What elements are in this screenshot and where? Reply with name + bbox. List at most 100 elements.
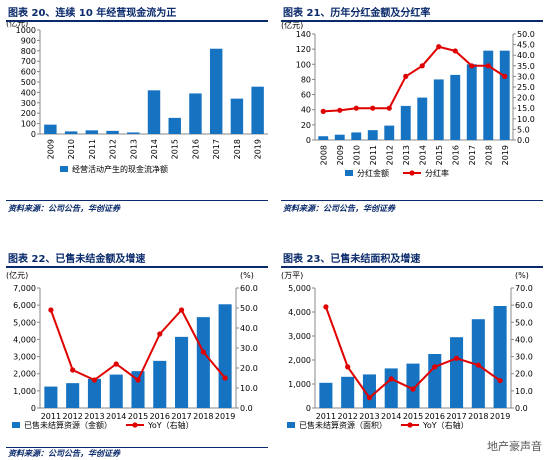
chart-panel-21: 图表 21、历年分红金额及分红率 (亿元) 0 20 40 60 80 100 120 140 0… bbox=[275, 0, 550, 230]
bar bbox=[384, 125, 395, 140]
y2-tick-label: 40.0 bbox=[517, 51, 535, 60]
bar bbox=[466, 64, 477, 140]
x-tick-label: 2018 bbox=[468, 412, 488, 421]
bar bbox=[109, 374, 123, 408]
y-tick-label: 20 bbox=[301, 121, 311, 130]
x-tick-label: 2015 bbox=[403, 412, 423, 421]
y2-tick-label: 10.0 bbox=[515, 387, 533, 396]
line-point bbox=[70, 367, 76, 373]
x-tick-label: 2012 bbox=[62, 412, 82, 421]
y2-tick-label: 20.0 bbox=[515, 370, 533, 379]
x-tick-label: 2015 bbox=[435, 145, 444, 165]
y2-tick-label: 0.0 bbox=[515, 404, 528, 413]
bar bbox=[493, 306, 507, 408]
line-point bbox=[403, 73, 409, 79]
y-axis-unit-left: (亿元) bbox=[6, 22, 28, 28]
bar bbox=[168, 117, 181, 134]
x-tick-label: 2012 bbox=[109, 139, 118, 159]
y2-tick-label: 40.0 bbox=[240, 324, 258, 333]
x-tick-label: 2013 bbox=[402, 145, 411, 165]
bar bbox=[319, 382, 333, 408]
bar bbox=[106, 130, 119, 134]
y-tick-label: 300 bbox=[21, 99, 36, 108]
bar bbox=[131, 371, 145, 408]
bar bbox=[362, 374, 376, 408]
bar bbox=[450, 337, 464, 408]
bar bbox=[230, 98, 244, 134]
y2-tick-label: 70.0 bbox=[515, 284, 533, 293]
bar bbox=[450, 74, 461, 140]
chart-panel-22: 图表 22、已售未结金额及增速 (亿元) (%) 0 1,000 2,000 3,000 4… bbox=[0, 230, 275, 460]
bar bbox=[483, 50, 494, 140]
y2-tick-label: 30.0 bbox=[240, 344, 258, 353]
bar bbox=[318, 136, 329, 140]
bar bbox=[44, 124, 57, 134]
line-point bbox=[366, 395, 373, 401]
y2-tick-label: 30.0 bbox=[517, 72, 535, 81]
x-tick-label: 2019 bbox=[215, 412, 235, 421]
y-tick-label: 80 bbox=[301, 75, 311, 84]
x-tick-label: 2013 bbox=[84, 412, 104, 421]
line-point bbox=[475, 362, 481, 368]
y2-tick-label: 20.0 bbox=[517, 94, 535, 103]
source-note: 资料来源：公司公告，华创证券 bbox=[8, 204, 120, 213]
y2-tick-label: 40.0 bbox=[515, 335, 533, 344]
title-rule bbox=[281, 266, 543, 268]
x-tick-label: 2019 bbox=[501, 145, 510, 165]
x-tick-label: 2019 bbox=[490, 412, 510, 421]
x-tick-label: 2010 bbox=[352, 145, 361, 165]
y-tick-label: 0 bbox=[306, 136, 311, 145]
line-series bbox=[323, 45, 506, 113]
y-tick-label: 120 bbox=[296, 45, 311, 54]
line-point bbox=[469, 63, 475, 69]
line-point bbox=[157, 331, 163, 337]
bar bbox=[251, 86, 264, 134]
bar bbox=[66, 383, 80, 408]
y2-tick-label: 50.0 bbox=[517, 30, 535, 39]
y-tick-label: 900 bbox=[21, 36, 36, 45]
y-tick-label: 6,000 bbox=[13, 301, 36, 310]
y-tick-label: 7,000 bbox=[13, 284, 36, 293]
line-point bbox=[323, 304, 329, 310]
y-tick-label: 1000 bbox=[16, 26, 36, 35]
bar bbox=[406, 363, 420, 408]
y2-tick-label: 20.0 bbox=[240, 364, 258, 373]
y-tick-label: 140 bbox=[296, 30, 311, 39]
line-point bbox=[497, 377, 503, 384]
chart-panel-23: 图表 23、已售未结面积及增速 (万平) (%) 0 1,000 2,000 3,000 4… bbox=[275, 230, 550, 460]
y-axis-unit-right: (%) bbox=[240, 271, 254, 280]
y-tick-label: 0 bbox=[31, 130, 36, 139]
bar bbox=[147, 90, 161, 134]
line-point bbox=[178, 307, 185, 313]
y-tick-label: 4,000 bbox=[13, 335, 36, 344]
legend-bar-swatch bbox=[345, 170, 353, 176]
x-tick-label: 2014 bbox=[150, 139, 159, 159]
x-tick-label: 2017 bbox=[468, 145, 477, 165]
line-point bbox=[436, 44, 442, 50]
bar bbox=[189, 93, 202, 134]
y2-tick-label: 35.0 bbox=[517, 62, 535, 71]
bar bbox=[209, 48, 223, 134]
legend-line-marker bbox=[132, 422, 138, 428]
y-tick-label: 3,000 bbox=[288, 332, 311, 341]
y-tick-label: 800 bbox=[21, 47, 36, 56]
y-tick-label: 600 bbox=[21, 68, 36, 77]
chart-title: 图表 21、历年分红金额及分红率 bbox=[283, 8, 431, 19]
line-point bbox=[432, 364, 438, 370]
legend-bar-swatch bbox=[287, 422, 295, 428]
x-tick-label: 2016 bbox=[150, 412, 170, 421]
x-tick-label: 2010 bbox=[67, 139, 76, 159]
chart-title: 图表 23、已售未结面积及增速 bbox=[283, 254, 421, 265]
bar bbox=[175, 336, 189, 408]
x-tick-label: 2016 bbox=[191, 139, 200, 159]
chart-svg: (亿元) 0 20 40 60 80 100 120 140 0.0 5.010.0 15.020.0… bbox=[281, 22, 535, 178]
x-tick-label: 2011 bbox=[316, 412, 336, 421]
title-rule bbox=[6, 20, 268, 22]
y2-tick-label: 0.0 bbox=[517, 136, 530, 145]
y2-tick-label: 50.0 bbox=[515, 318, 533, 327]
bar bbox=[334, 134, 345, 140]
legend-line-marker bbox=[409, 170, 415, 176]
y2-tick-label: 45.0 bbox=[517, 41, 535, 50]
x-tick-label: 2009 bbox=[46, 139, 55, 159]
y-tick-label: 700 bbox=[21, 57, 36, 66]
